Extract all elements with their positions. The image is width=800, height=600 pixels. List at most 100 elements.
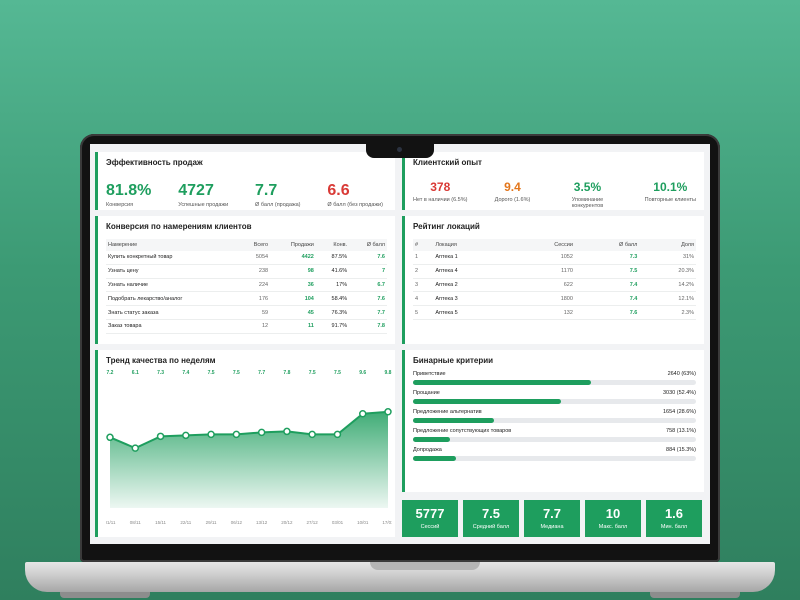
column-header[interactable]: Конв. — [315, 239, 350, 251]
sales-kpi-success: 4727 Успешные продажи — [178, 182, 228, 209]
stat-tile-max: 10 Макс. балл — [585, 500, 641, 537]
stat-tile-average: 7.5 Средний балл — [463, 500, 519, 537]
list-item: Приветствие 2640 (63%) — [413, 371, 696, 385]
kpi-value: 10.1% — [653, 180, 688, 194]
trend-x-tick: 22/11 — [180, 520, 191, 525]
customer-experience-panel: Клиентский опыт 378 Нет в наличии (6.5%)… — [402, 152, 704, 210]
table-cell: 45 — [270, 305, 316, 320]
column-header[interactable]: # — [413, 239, 434, 251]
table-row: Узнать цену 238 98 41.6% 7 — [106, 264, 387, 279]
trend-x-tick: 13/12 — [256, 520, 268, 525]
location-ranking-panel: Рейтинг локаций # Локация Сессии Ø балл … — [402, 216, 704, 344]
trend-point[interactable] — [182, 431, 190, 440]
trend-point[interactable] — [358, 409, 367, 418]
trend-point[interactable] — [207, 430, 215, 439]
kpi-label: Ø балл (без продажи) — [327, 202, 383, 208]
trend-point[interactable] — [308, 430, 316, 439]
trend-value-label: 7.2 — [107, 370, 114, 376]
trend-x-tick: 29/11 — [206, 520, 217, 525]
trend-value-label: 7.5 — [233, 370, 240, 376]
trend-point[interactable] — [131, 444, 140, 452]
laptop-base-notch — [370, 562, 480, 570]
binary-criteria-list: Приветствие 2640 (63%) Прощание 3030 (52.4… — [413, 371, 696, 461]
table-row: 1 Аптека 1 1052 7.3 31% — [413, 251, 696, 265]
table-cell: Знать статус заказа — [106, 305, 239, 320]
column-header[interactable]: Всего — [238, 239, 271, 251]
table-header-row: # Локация Сессии Ø балл Доля — [413, 239, 696, 251]
column-header[interactable]: Локация — [433, 239, 510, 251]
progress-track — [413, 399, 696, 404]
trend-x-tick: 17/01 — [382, 520, 392, 525]
table-cell: 7.6 — [349, 291, 387, 307]
table-cell: 2.3% — [639, 305, 696, 320]
table-cell: 1052 — [509, 251, 575, 265]
list-item: Предложение сопутствующих товаров 758 (13… — [413, 428, 696, 442]
criterion-value: 3030 (52.4%) — [662, 390, 696, 396]
cx-kpi-repeat-clients: 10.1% Повторные клиенты — [645, 181, 696, 209]
trend-value-label: 7.5 — [309, 370, 316, 376]
progress-track — [413, 456, 696, 461]
criterion-label: Прощание — [413, 390, 440, 396]
column-header[interactable]: Сессии — [509, 239, 575, 251]
laptop-foot-right — [650, 592, 740, 598]
column-header[interactable]: Доля — [639, 239, 696, 251]
progress-fill — [413, 418, 494, 423]
table-cell: 622 — [509, 278, 575, 293]
trend-point[interactable] — [283, 427, 291, 436]
trend-value-label: 7.5 — [208, 370, 215, 376]
table-cell: 1 — [413, 251, 434, 265]
trend-value-label: 7.5 — [334, 370, 341, 376]
cx-kpi-expensive: 9.4 Дорого (1.6%) — [495, 181, 531, 209]
criterion-label: Предложение сопутствующих товаров — [413, 428, 512, 434]
table-cell: 59 — [238, 305, 271, 320]
table-header-row: Намерение Всего Продажи Конв. Ø балл — [106, 239, 387, 251]
sales-kpi-row: 81.8% Конверсия 4727 Успешные продажи 7.… — [106, 182, 387, 209]
cx-kpi-row: 378 Нет в наличии (6.5%) 9.4 Дорого (1.6… — [413, 180, 696, 210]
stat-tile-median: 7.7 Медиана — [524, 500, 580, 537]
column-header[interactable]: Ø балл — [349, 239, 387, 251]
table-cell: 58.4% — [315, 291, 350, 307]
trend-point[interactable] — [156, 432, 165, 441]
trend-x-tick: 01/11 — [106, 520, 116, 525]
criterion-label: Приветствие — [413, 371, 446, 377]
kpi-value: 6.6 — [327, 182, 350, 199]
table-cell: 7.4 — [574, 291, 640, 307]
table-row: 2 Аптека 4 1170 7.5 20.3% — [413, 264, 696, 279]
column-header[interactable]: Ø балл — [574, 239, 640, 251]
table-cell: 4 — [413, 291, 434, 307]
table-row: Узнать наличие 224 36 17% 6.7 — [106, 278, 387, 293]
stat-tile-sessions: 5777 Сессий — [402, 500, 458, 537]
table-cell: Аптека 1 — [433, 251, 510, 265]
dashboard-screen: Эффективность продаж 81.8% Конверсия 472… — [90, 144, 710, 544]
trend-point[interactable] — [257, 428, 266, 437]
table-cell: 4422 — [270, 251, 316, 265]
table-cell: 91.7% — [315, 319, 350, 334]
kpi-value: 378 — [430, 180, 451, 194]
table-cell: 11 — [270, 319, 316, 334]
stat-value: 5777 — [415, 506, 445, 521]
progress-fill — [413, 399, 562, 404]
kpi-value: 4727 — [178, 182, 214, 199]
column-header[interactable]: Намерение — [106, 239, 239, 251]
criterion-value: 884 (15.3%) — [666, 447, 696, 453]
laptop-foot-left — [60, 592, 150, 598]
trend-point[interactable] — [333, 430, 342, 439]
trend-point[interactable] — [232, 430, 241, 439]
column-header[interactable]: Продажи — [270, 239, 316, 251]
table-cell: 7.6 — [349, 251, 387, 265]
trend-point[interactable] — [106, 433, 114, 442]
kpi-value: 3.5% — [573, 180, 602, 194]
sales-kpi-score-sale: 7.7 Ø балл (продажа) — [255, 183, 300, 209]
progress-fill — [413, 380, 592, 385]
trend-value-label: 7.7 — [258, 370, 265, 376]
progress-fill — [413, 456, 457, 461]
camera-icon — [397, 147, 402, 152]
table-row: 3 Аптека 2 622 7.4 14.2% — [413, 278, 696, 293]
quality-trend-title: Тренд качества по неделям — [106, 356, 216, 365]
table-cell: 224 — [238, 278, 271, 293]
table-cell: 7.8 — [349, 319, 387, 334]
trend-x-tick: 10/01 — [357, 520, 369, 525]
trend-value-label: 9.6 — [359, 370, 366, 376]
table-cell: Подобрать лекарство/аналог — [106, 291, 239, 307]
trend-point[interactable] — [384, 408, 392, 416]
